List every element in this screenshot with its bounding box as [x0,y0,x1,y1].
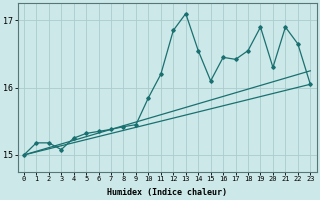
X-axis label: Humidex (Indice chaleur): Humidex (Indice chaleur) [107,188,227,197]
